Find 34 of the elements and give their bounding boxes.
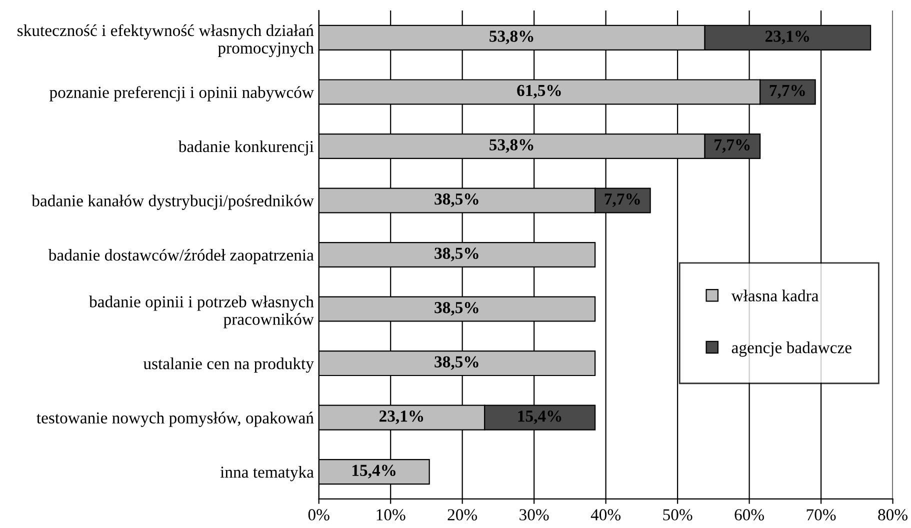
data-label: 7,7%	[714, 139, 750, 153]
x-tick-label: 50%	[663, 509, 692, 520]
y-tick-label: testowanie nowych pomysłów, opakowań	[36, 412, 314, 427]
y-tick-label: badanie opinii i potrzeb własnych pracowników	[89, 296, 314, 328]
data-label: 15,4%	[518, 410, 562, 424]
y-tick-label: inna tematyka	[220, 466, 314, 482]
data-label: 38,5%	[434, 248, 478, 262]
y-tick-label: badanie dostawców/źródeł zaopatrzenia	[48, 248, 314, 264]
x-tick-label: 60%	[734, 509, 764, 520]
data-label: 23,1%	[765, 30, 810, 44]
y-tick-label: poznanie preferencji i opinii nabywców	[50, 86, 314, 102]
data-label: 23,1%	[379, 410, 424, 424]
x-tick-label: 70%	[806, 509, 836, 520]
data-label: 7,7%	[770, 84, 805, 99]
data-label: 38,5%	[434, 193, 478, 208]
data-label: 38,5%	[434, 356, 478, 370]
data-label: 15,4%	[352, 464, 396, 478]
legend-label: agencje badawcze	[732, 342, 852, 357]
x-tick-label: 30%	[520, 509, 549, 520]
x-tick-label: 40%	[590, 509, 621, 520]
legend-label: własna kadra	[731, 290, 819, 302]
y-tick-label: ustalanie cen na produkty	[143, 358, 314, 373]
data-label: 53,8%	[490, 139, 534, 153]
data-label: 7,7%	[604, 193, 640, 208]
x-tick-label: 10%	[376, 509, 406, 520]
data-label: 61,5%	[517, 84, 561, 99]
data-label: 53,8%	[490, 30, 534, 44]
y-tick-label: skuteczność i efektywność własnych działań promocyjnych	[18, 24, 314, 58]
y-tick-label: badanie kanałów dystrybucji/pośredników	[32, 194, 314, 210]
x-tick-label: 20%	[448, 509, 478, 520]
x-tick-label: 0%	[308, 509, 330, 520]
data-label: 38,5%	[434, 302, 478, 316]
y-tick-label: badanie konkurencji	[178, 140, 314, 156]
x-tick-label: 80%	[878, 509, 908, 520]
